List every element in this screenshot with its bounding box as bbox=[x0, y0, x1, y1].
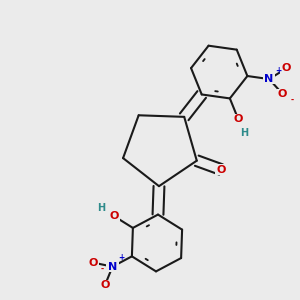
Text: -: - bbox=[100, 265, 103, 274]
FancyBboxPatch shape bbox=[99, 280, 111, 290]
Text: N: N bbox=[108, 262, 117, 272]
FancyBboxPatch shape bbox=[263, 74, 275, 84]
FancyBboxPatch shape bbox=[232, 114, 244, 124]
FancyBboxPatch shape bbox=[108, 211, 120, 221]
Text: -: - bbox=[290, 96, 293, 105]
FancyBboxPatch shape bbox=[280, 63, 292, 74]
Text: O: O bbox=[282, 63, 291, 74]
FancyBboxPatch shape bbox=[215, 164, 227, 175]
FancyBboxPatch shape bbox=[87, 257, 99, 268]
FancyBboxPatch shape bbox=[238, 128, 250, 138]
Text: O: O bbox=[100, 280, 110, 290]
Text: O: O bbox=[216, 164, 226, 175]
Text: N: N bbox=[265, 74, 274, 84]
FancyBboxPatch shape bbox=[277, 89, 289, 99]
Text: +: + bbox=[275, 65, 281, 74]
Text: H: H bbox=[97, 203, 105, 213]
Text: O: O bbox=[110, 211, 119, 221]
Text: +: + bbox=[118, 253, 125, 262]
Text: O: O bbox=[88, 257, 98, 268]
Text: O: O bbox=[278, 89, 287, 99]
Text: H: H bbox=[240, 128, 248, 138]
FancyBboxPatch shape bbox=[106, 262, 119, 272]
FancyBboxPatch shape bbox=[95, 203, 107, 213]
Text: O: O bbox=[233, 114, 243, 124]
